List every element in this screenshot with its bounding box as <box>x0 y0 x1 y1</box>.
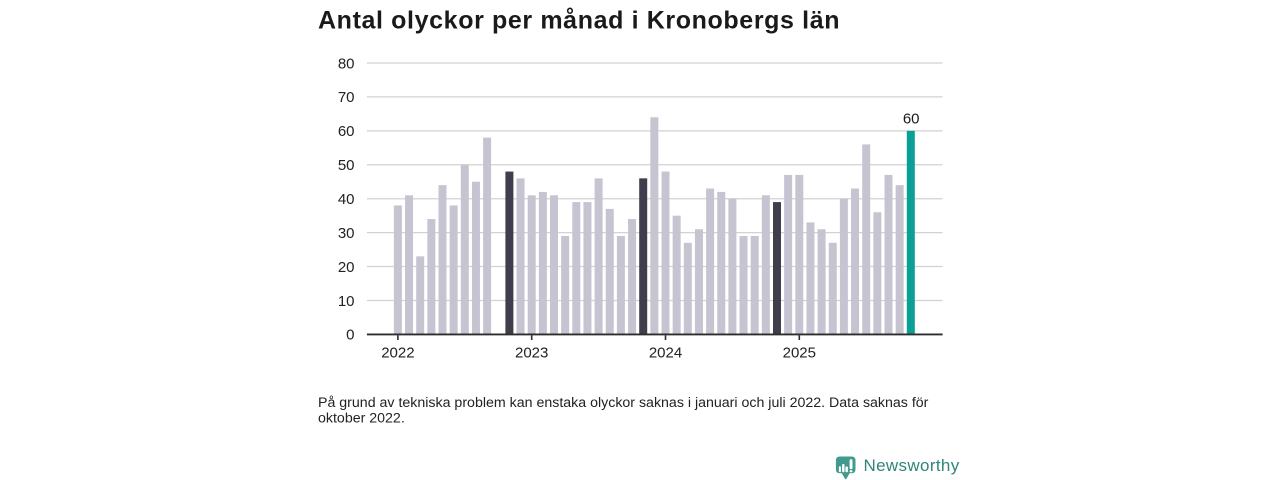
svg-text:40: 40 <box>338 191 355 208</box>
svg-text:2022: 2022 <box>381 345 414 362</box>
svg-text:På grund av tekniska problem k: På grund av tekniska problem kan enstaka… <box>318 395 929 411</box>
svg-text:0: 0 <box>346 327 354 344</box>
svg-text:2023: 2023 <box>515 345 548 362</box>
svg-text:oktober 2022.: oktober 2022. <box>318 410 405 426</box>
svg-text:30: 30 <box>338 225 355 242</box>
svg-text:60: 60 <box>338 123 355 140</box>
svg-text:10: 10 <box>338 293 355 310</box>
svg-text:50: 50 <box>338 157 355 174</box>
svg-text:Antal olyckor per månad i Kron: Antal olyckor per månad i Kronobergs län <box>318 6 840 34</box>
svg-text:2025: 2025 <box>783 345 816 362</box>
svg-text:2024: 2024 <box>649 345 682 362</box>
svg-text:Newsworthy: Newsworthy <box>864 456 960 475</box>
svg-text:80: 80 <box>338 55 355 72</box>
svg-text:60: 60 <box>903 110 920 127</box>
svg-text:70: 70 <box>338 89 355 106</box>
svg-text:20: 20 <box>338 259 355 276</box>
